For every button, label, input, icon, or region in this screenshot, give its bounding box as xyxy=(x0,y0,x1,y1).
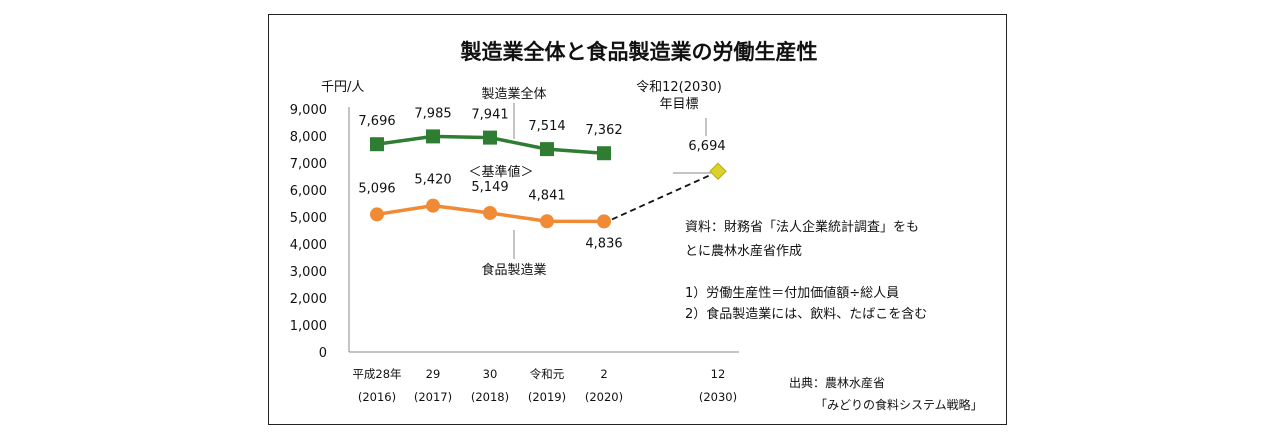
note-scope: 2）食品製造業には、飲料、たばこを含む xyxy=(685,306,927,322)
food-value-label: 4,836 xyxy=(585,236,622,251)
food-point xyxy=(370,207,384,222)
x-tick-year-label: (2019) xyxy=(528,390,566,404)
food-value-label: 5,420 xyxy=(414,173,451,188)
x-tick-label: 2 xyxy=(600,367,607,381)
x-tick-label: 令和元 xyxy=(530,367,565,381)
manufacturing-value-label: 7,985 xyxy=(414,106,451,121)
baseline-label: ＜基準値＞ xyxy=(468,164,533,180)
data-markers xyxy=(370,129,611,229)
y-tick-label: 0 xyxy=(319,346,327,361)
series-name-manufacturing: 製造業全体 xyxy=(481,86,546,102)
target-label-line1: 令和12(2030) xyxy=(636,80,722,95)
x-tick-year-label: (2016) xyxy=(358,390,396,404)
productivity-line-chart: 製造業全体と食品製造業の労働生産性 千円/人 0 1,000 2,000 3,000 4… xyxy=(290,40,983,412)
y-tick-labels: 0 1,000 2,000 3,000 4,000 5,000 6,000 7,000 8,00… xyxy=(290,103,327,361)
series-leader-lines xyxy=(513,103,711,259)
source-line-1: 出典：農林水産省 xyxy=(789,375,885,390)
manufacturing-value-label: 7,514 xyxy=(528,119,565,134)
food-point xyxy=(483,205,497,220)
manufacturing-point xyxy=(370,137,384,152)
y-axis-unit-label: 千円/人 xyxy=(321,80,364,95)
manufacturing-value-label: 7,941 xyxy=(471,108,508,123)
y-tick-label: 5,000 xyxy=(290,211,327,226)
y-tick-label: 1,000 xyxy=(290,319,327,334)
food-point xyxy=(426,198,440,213)
x-tick-year-label: (2017) xyxy=(414,390,452,404)
y-tick-label: 8,000 xyxy=(290,130,327,145)
source-line-2: 「みどりの食料システム戦略」 xyxy=(815,397,983,412)
manufacturing-value-label: 7,696 xyxy=(358,114,395,129)
food-value-label: 5,149 xyxy=(471,180,508,195)
x-tick-year-label: (2020) xyxy=(585,390,623,404)
x-tick-labels: 平成28年 (2016) 29 (2017) 30 (2018) 令和元 (2019) 2 (20… xyxy=(352,367,737,404)
y-tick-label: 2,000 xyxy=(290,292,327,307)
x-tick-year-label: (2030) xyxy=(699,390,737,404)
target-value-label: 6,694 xyxy=(688,139,725,154)
x-tick-year-label: (2018) xyxy=(471,390,509,404)
x-tick-label: 29 xyxy=(426,367,441,381)
y-tick-label: 9,000 xyxy=(290,103,327,118)
y-tick-label: 3,000 xyxy=(290,265,327,280)
x-tick-label: 12 xyxy=(711,367,726,381)
food-value-label: 4,841 xyxy=(528,188,565,203)
data-labels: 7,696 7,985 7,941 7,514 7,362 5,096 5,420 5,149… xyxy=(358,106,622,251)
series-name-food: 食品製造業 xyxy=(481,262,546,278)
manufacturing-point xyxy=(540,142,554,157)
manufacturing-point xyxy=(426,129,440,144)
food-point xyxy=(540,214,554,229)
target-marker xyxy=(709,162,727,180)
food-point xyxy=(597,214,611,229)
note-definition: 1）労働生産性＝付加価値額÷総人員 xyxy=(685,285,899,301)
x-tick-label: 30 xyxy=(483,367,498,381)
note-source-2: とに農林水産省作成 xyxy=(685,243,802,259)
food-value-label: 5,096 xyxy=(358,181,395,196)
chart-frame: 製造業全体と食品製造業の労働生産性 千円/人 0 1,000 2,000 3,000 4… xyxy=(268,14,1007,425)
target-projection-line xyxy=(611,173,713,221)
manufacturing-point xyxy=(483,130,497,145)
target-label-line2: 年目標 xyxy=(659,97,698,112)
y-tick-label: 7,000 xyxy=(290,157,327,172)
manufacturing-value-label: 7,362 xyxy=(585,123,622,138)
y-tick-label: 4,000 xyxy=(290,238,327,253)
manufacturing-point xyxy=(597,146,611,161)
y-tick-label: 6,000 xyxy=(290,184,327,199)
x-tick-label: 平成28年 xyxy=(352,367,401,381)
chart-title: 製造業全体と食品製造業の労働生産性 xyxy=(460,40,818,64)
note-source-1: 資料：財務省「法人企業統計調査」をも xyxy=(685,219,919,235)
